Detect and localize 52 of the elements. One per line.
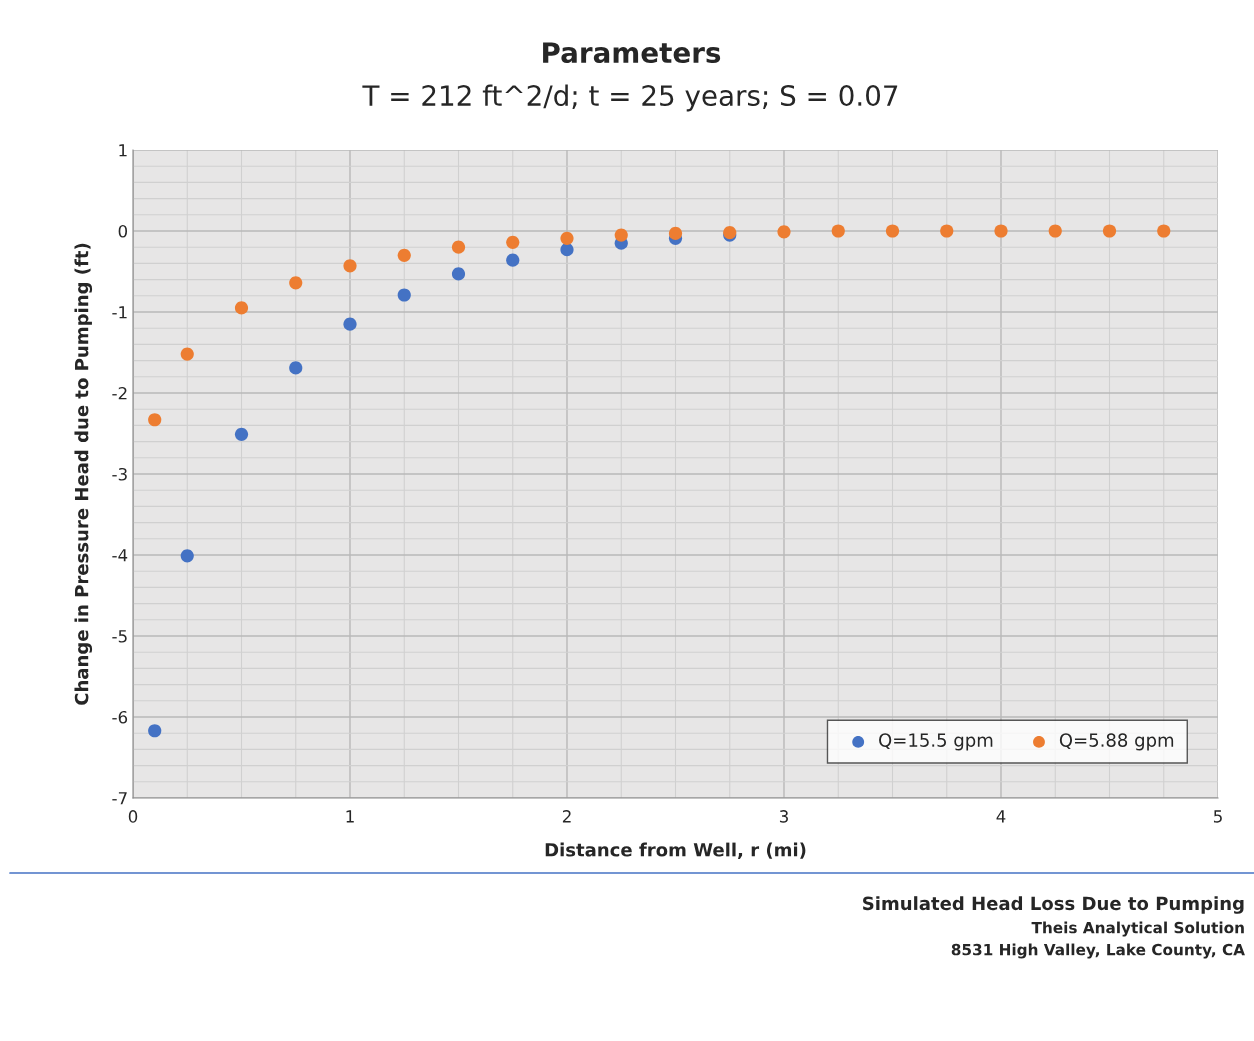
point	[180, 549, 194, 563]
y-tick-label: -7	[112, 792, 127, 805]
point	[234, 427, 249, 441]
point	[289, 276, 303, 290]
point	[885, 224, 900, 238]
y-tick-label: -4	[112, 549, 128, 562]
x-tick-label: 4	[996, 810, 1006, 823]
chart-title: Parameters	[543, 42, 721, 64]
point	[1048, 224, 1062, 238]
point	[506, 235, 520, 249]
y-tick-label: -5	[112, 630, 127, 643]
point	[148, 724, 162, 738]
x-tick-label: 1	[346, 810, 354, 823]
y-tick-label: 1	[119, 144, 127, 157]
point	[148, 413, 162, 427]
text: Theis Analytical Solution	[1031, 921, 1244, 937]
y-tick-label: -6	[112, 710, 128, 724]
point	[397, 248, 411, 262]
point	[180, 347, 194, 361]
point	[506, 253, 520, 267]
point	[560, 231, 574, 245]
point	[940, 224, 954, 238]
y-tick-label: -2	[112, 386, 127, 400]
x-tick-label: 2	[562, 810, 571, 823]
text: 8531 High Valley, Lake County, CA	[951, 943, 1245, 959]
point	[234, 301, 249, 315]
point	[451, 267, 466, 281]
point	[451, 240, 466, 254]
point	[831, 224, 845, 238]
y-tick-label: -1	[112, 306, 127, 319]
point	[668, 226, 683, 241]
point	[560, 243, 574, 257]
point	[777, 225, 791, 239]
text: Simulated Head Loss Due to Pumping	[863, 896, 1244, 914]
point	[1102, 224, 1117, 238]
legend-label: Q=15.5 gpm	[879, 733, 993, 751]
point	[994, 224, 1008, 238]
x-tick-label: 3	[779, 810, 788, 823]
point	[1157, 224, 1171, 238]
x-tick-label: 0	[128, 810, 138, 823]
y-tick-label: 0	[118, 224, 128, 238]
y-axis-title: Change in Pressure Head due to Pumping (ft)	[74, 243, 93, 705]
point	[289, 361, 303, 375]
point	[397, 288, 411, 302]
y-tick-label: -3	[112, 467, 127, 481]
x-tick-label: 5	[1213, 810, 1222, 823]
point	[614, 228, 628, 242]
point	[343, 259, 357, 273]
point	[343, 317, 357, 331]
chart-subtitle: T = 212 ft^2/d; t = 25 years; S = 0.07	[362, 84, 898, 112]
legend-label: Q=5.88 gpm	[1059, 733, 1174, 751]
x-axis-title: Distance from Well, r (mi)	[545, 842, 806, 859]
